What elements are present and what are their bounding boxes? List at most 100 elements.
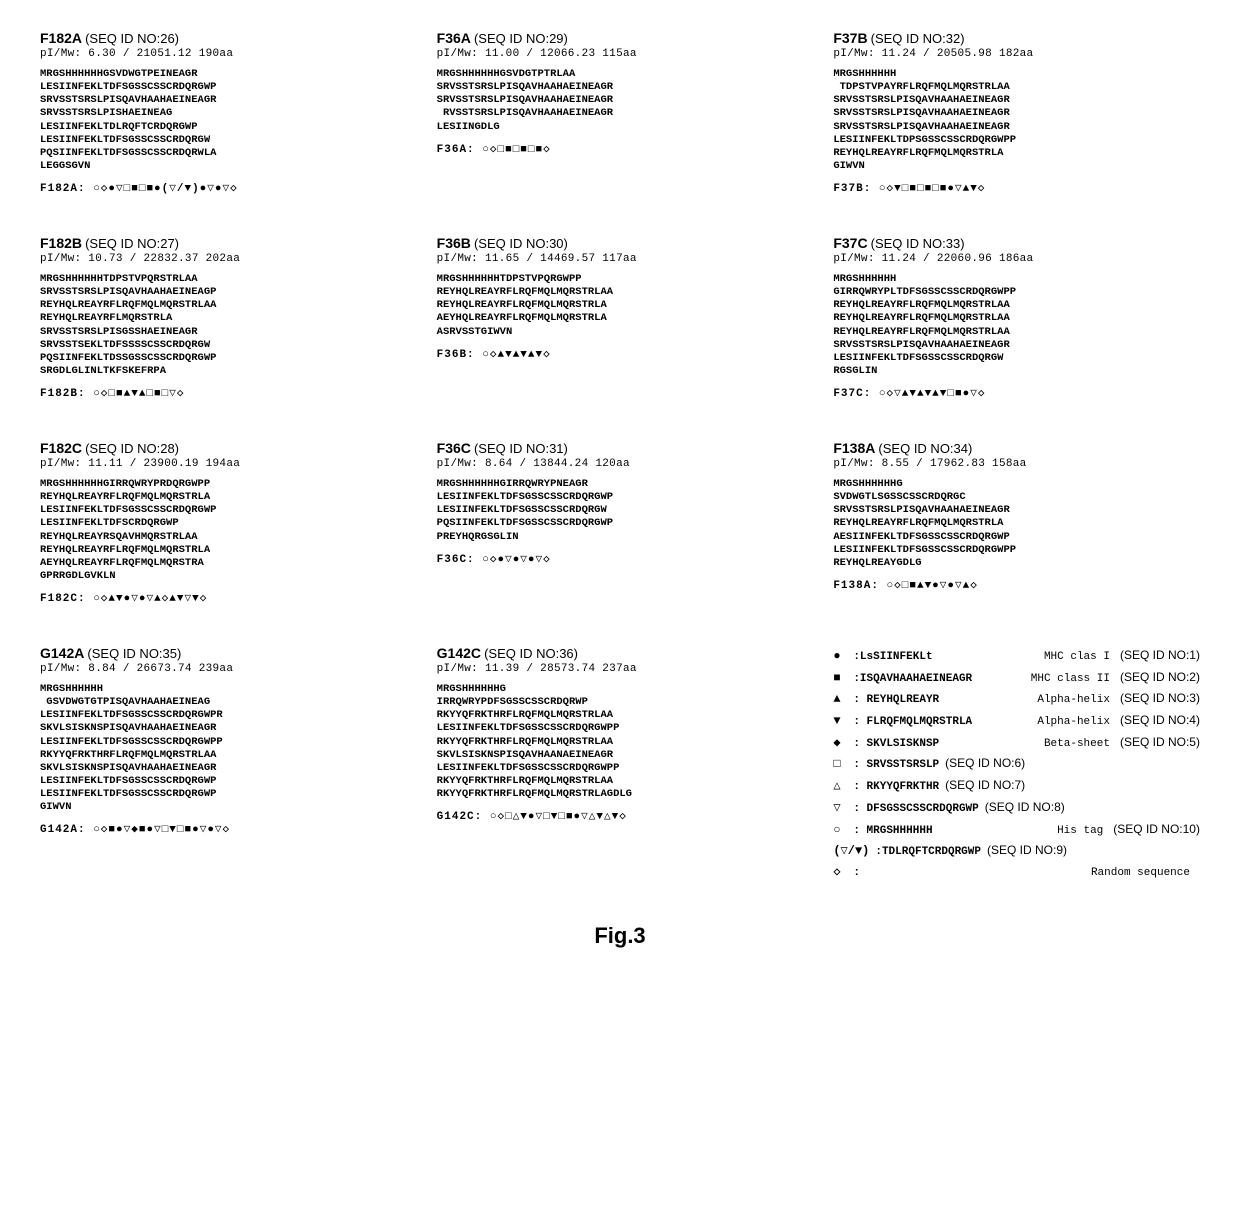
entry-symbols: F36A: ○◇□■□■□■◇ [437, 142, 804, 156]
entry-name: F36A [437, 30, 471, 46]
entry-sequence: MRGSHHHHHHTDPSTVPQRSTRLAA SRVSSTSRSLPISQ… [40, 273, 407, 378]
legend-symbol: ◇ [833, 862, 847, 882]
legend-desc: Alpha-helix [1037, 713, 1110, 732]
legend-seqid: (SEQ ID NO:7) [945, 775, 1025, 795]
legend-desc: Alpha-helix [1037, 691, 1110, 710]
legend-motif: : [853, 864, 860, 883]
entry-sequence: MRGSHHHHHHG SVDWGTLSGSSCSSCRDQRGC SRVSST… [833, 478, 1200, 570]
sequence-entry: F36C (SEQ ID NO:31)pI/Mw: 8.64 / 13844.2… [437, 440, 804, 605]
legend-seqid: (SEQ ID NO:9) [987, 840, 1067, 860]
entry-seqid: (SEQ ID NO:30) [474, 236, 568, 251]
entry-pimw: pI/Mw: 11.65 / 14469.57 117aa [437, 253, 804, 265]
legend-symbol: ▲ [833, 689, 847, 709]
legend-symbol: ● [833, 646, 847, 666]
entry-sequence: MRGSHHHHHHGSVDWGTPEINEAGR LESIINFEKLTDFS… [40, 68, 407, 173]
entry-seqid: (SEQ ID NO:36) [484, 646, 578, 661]
entry-pimw: pI/Mw: 11.24 / 22060.96 186aa [833, 253, 1200, 265]
entry-symbols: F37C: ○◇▽▲▼▲▼▲▼□■●▽◇ [833, 386, 1200, 400]
entry-pimw: pI/Mw: 10.73 / 22832.37 202aa [40, 253, 407, 265]
entry-pimw: pI/Mw: 8.55 / 17962.83 158aa [833, 458, 1200, 470]
entry-seqid: (SEQ ID NO:34) [878, 441, 972, 456]
entry-seqid: (SEQ ID NO:35) [87, 646, 181, 661]
entry-seqid: (SEQ ID NO:33) [871, 236, 965, 251]
legend: ● :LsSIINFEKLt MHC clas I (SEQ ID NO:1) ■ :IS… [833, 645, 1200, 883]
entry-sequence: MRGSHHHHHH GIRRQWRYPLTDFSGSSCSSCRDQRGWPP… [833, 273, 1200, 378]
entry-symbols: F182A: ○◇●▽□■□■●(▽/▼)●▽●▽◇ [40, 181, 407, 195]
entry-name: G142C [437, 645, 481, 661]
legend-seqid: (SEQ ID NO:10) [1113, 819, 1200, 839]
entry-symbols: F37B: ○◇▼□■□■□■●▽▲▼◇ [833, 181, 1200, 195]
entry-sequence: MRGSHHHHHHGSVDGTPTRLAA SRVSSTSRSLPISQAVH… [437, 68, 804, 134]
legend-row: ● :LsSIINFEKLt MHC clas I (SEQ ID NO:1) [833, 645, 1200, 667]
entry-name: F182C [40, 440, 82, 456]
legend-symbol: ▽ [833, 798, 847, 818]
sequence-entry: F37B (SEQ ID NO:32) pI/Mw: 11.24 / 20505.… [833, 30, 1200, 195]
legend-motif: :TDLRQFTCRDQRGWP [875, 843, 981, 862]
entry-name: F182B [40, 235, 82, 251]
sequence-entry: F182C (SEQ ID NO:28)pI/Mw: 11.11 / 23900… [40, 440, 407, 605]
entry-name: G142A [40, 645, 84, 661]
legend-row: ▲ : REYHQLREAYR Alpha-helix (SEQ ID NO:3) [833, 688, 1200, 710]
legend-seqid: (SEQ ID NO:6) [945, 753, 1025, 773]
legend-motif: :ISQAVHAAHAEINEAGR [853, 670, 972, 689]
legend-row: ▽ : DFSGSSCSSCRDQRGWP (SEQ ID NO:8) [833, 797, 1200, 819]
entry-name: F36B [437, 235, 471, 251]
legend-motif: : MRGSHHHHHH [853, 822, 932, 841]
legend-motif: :LsSIINFEKLt [853, 648, 932, 667]
entry-name: F37C [833, 235, 867, 251]
legend-symbol: (▽/▼) [833, 841, 869, 861]
legend-seqid: (SEQ ID NO:5) [1120, 732, 1200, 752]
entry-name: F37B [833, 30, 867, 46]
legend-desc: Beta-sheet [1044, 735, 1110, 754]
sequence-entry: F37C (SEQ ID NO:33) pI/Mw: 11.24 / 22060.… [833, 235, 1200, 400]
legend-motif: : REYHQLREAYR [853, 691, 939, 710]
legend-seqid: (SEQ ID NO:1) [1120, 645, 1200, 665]
legend-symbol: □ [833, 754, 847, 774]
legend-row: ○ : MRGSHHHHHH His tag (SEQ ID NO:10) [833, 819, 1200, 841]
entry-seqid: (SEQ ID NO:32) [871, 31, 965, 46]
legend-desc: Random sequence [1091, 864, 1190, 883]
entry-pimw: pI/Mw: 11.00 / 12066.23 115aa [437, 48, 804, 60]
legend-motif: : SKVLSISKNSP [853, 735, 939, 754]
legend-seqid: (SEQ ID NO:2) [1120, 667, 1200, 687]
legend-symbol: ◆ [833, 733, 847, 753]
entry-sequence: MRGSHHHHHHG IRRQWRYPDFSGSSCSSCRDQRWP RKY… [437, 683, 804, 801]
entry-sequence: MRGSHHHHHHGIRRQWRYPNEAGR LESIINFEKLTDFSG… [437, 478, 804, 544]
entry-symbols: F182C: ○◇▲▼●▽●▽▲◇▲▼▽▼◇ [40, 591, 407, 605]
entry-symbols: F182B: ○◇□■▲▼▲□■□▽◇ [40, 386, 407, 400]
entry-symbols: F138A: ○◇□■▲▼●▽●▽▲◇ [833, 578, 1200, 592]
legend-motif: : FLRQFMQLMQRSTRLA [853, 713, 972, 732]
legend-symbol: ■ [833, 668, 847, 688]
entry-symbols: G142C: ○◇□△▼●▽□▼□■●▽△▼△▼◇ [437, 809, 804, 823]
entry-name: F182A [40, 30, 82, 46]
entry-symbols: F36B: ○◇▲▼▲▼▲▼◇ [437, 347, 804, 361]
figure-caption: Fig.3 [40, 923, 1200, 949]
sequence-entry: G142A (SEQ ID NO:35)pI/Mw: 8.84 / 26673.… [40, 645, 407, 883]
legend-desc: MHC clas I [1044, 648, 1110, 667]
sequence-entry: F36A (SEQ ID NO:29) pI/Mw: 11.00 / 12066.… [437, 30, 804, 195]
legend-seqid: (SEQ ID NO:3) [1120, 688, 1200, 708]
legend-row: ▼: FLRQFMQLMQRSTRLAAlpha-helix(SEQ ID NO… [833, 710, 1200, 732]
entry-sequence: MRGSHHHHHHGIRRQWRYPRDQRGWPP REYHQLREAYRF… [40, 478, 407, 583]
sequence-entry: G142C (SEQ ID NO:36)pI/Mw: 11.39 / 28573… [437, 645, 804, 883]
entry-pimw: pI/Mw: 8.64 / 13844.24 120aa [437, 458, 804, 470]
legend-desc: MHC class II [1031, 670, 1110, 689]
legend-row: ◇: Random sequence [833, 862, 1200, 883]
entry-sequence: MRGSHHHHHH GSVDWGTGTPISQAVHAAHAEINEAG LE… [40, 683, 407, 814]
entry-pimw: pI/Mw: 11.24 / 20505.98 182aa [833, 48, 1200, 60]
entry-seqid: (SEQ ID NO:27) [85, 236, 179, 251]
legend-symbol: ○ [833, 820, 847, 840]
legend-row: ◆ : SKVLSISKNSP Beta-sheet (SEQ ID NO:5) [833, 732, 1200, 754]
sequence-entry: F36B (SEQ ID NO:30) pI/Mw: 11.65 / 14469.… [437, 235, 804, 400]
sequence-entry: F182B (SEQ ID NO:27) pI/Mw: 10.73 / 22832… [40, 235, 407, 400]
sequence-entry: F182A (SEQ ID NO:26)pI/Mw: 6.30 / 21051.… [40, 30, 407, 195]
legend-motif: : DFSGSSCSSCRDQRGWP [853, 800, 978, 819]
entry-seqid: (SEQ ID NO:29) [474, 31, 568, 46]
legend-seqid: (SEQ ID NO:8) [985, 797, 1065, 817]
legend-symbol: △ [833, 776, 847, 796]
entry-symbols: F36C: ○◇●▽●▽●▽◇ [437, 552, 804, 566]
entry-pimw: pI/Mw: 6.30 / 21051.12 190aa [40, 48, 407, 60]
legend-motif: : RKYYQFRKTHR [853, 778, 939, 797]
legend-desc: His tag [1057, 822, 1103, 841]
entry-sequence: MRGSHHHHHHTDPSTVPQRGWPP REYHQLREAYRFLRQF… [437, 273, 804, 339]
